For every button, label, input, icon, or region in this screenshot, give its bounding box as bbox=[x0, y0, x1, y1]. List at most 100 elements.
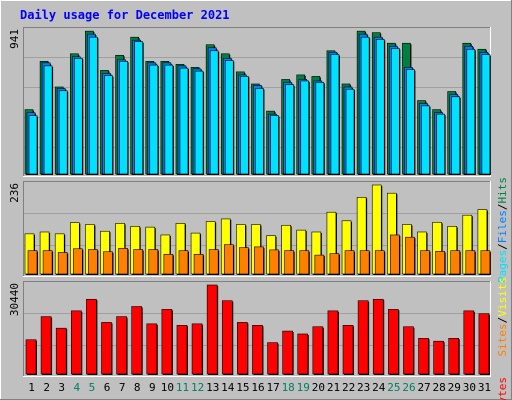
x-tick-label: 4 bbox=[74, 381, 81, 394]
sites-bar bbox=[390, 234, 401, 275]
sites-bar bbox=[133, 249, 144, 275]
kbytes-bar bbox=[176, 324, 188, 375]
kbytes-bar bbox=[282, 330, 294, 375]
x-tick-label: 3 bbox=[58, 381, 65, 394]
x-tick-label: 31 bbox=[478, 381, 491, 394]
kbytes-bar bbox=[146, 323, 158, 375]
x-tick-label: 26 bbox=[402, 381, 415, 394]
x-tick-label: 24 bbox=[372, 381, 386, 394]
x-tick-label: 22 bbox=[342, 381, 355, 394]
kbytes-bar bbox=[463, 310, 475, 375]
x-tick-label: 11 bbox=[176, 381, 189, 394]
sites-bar bbox=[27, 250, 38, 275]
sites-bar bbox=[223, 244, 235, 275]
kbytes-bar bbox=[357, 300, 370, 375]
chart-title: Daily usage for December 2021 bbox=[20, 8, 230, 22]
sites-bar bbox=[88, 249, 99, 275]
pages-bar bbox=[164, 64, 174, 175]
pages-bar bbox=[330, 54, 340, 176]
pages-bar bbox=[285, 84, 295, 175]
kbytes-bar bbox=[388, 309, 400, 375]
pages-bar bbox=[345, 88, 356, 175]
pages-bar bbox=[73, 58, 84, 176]
x-tick-label: 13 bbox=[206, 381, 219, 394]
pages-bar bbox=[149, 64, 159, 175]
kbytes-bar bbox=[237, 322, 249, 375]
y-max-label: 236 bbox=[8, 183, 21, 203]
sites-bar bbox=[208, 249, 220, 275]
x-tick-label: 1 bbox=[28, 381, 35, 394]
legend-entry: Pages bbox=[496, 250, 509, 283]
x-tick-label: 16 bbox=[251, 381, 264, 394]
kbytes-bar bbox=[206, 284, 219, 375]
x-tick-label: 12 bbox=[191, 381, 204, 394]
x-tick-label: 25 bbox=[387, 381, 400, 394]
sites-bar bbox=[405, 236, 416, 275]
x-tick-label: 9 bbox=[149, 381, 156, 394]
kbytes-bar bbox=[267, 342, 279, 375]
kbytes-bar bbox=[342, 324, 355, 375]
legend-entry: KBytes bbox=[496, 377, 509, 400]
kbytes-bar bbox=[161, 309, 173, 375]
sites-bar bbox=[103, 251, 114, 275]
kbytes-bar bbox=[101, 322, 113, 375]
kbytes-bar bbox=[191, 323, 204, 375]
x-tick-label: 8 bbox=[134, 381, 141, 394]
sites-bar bbox=[359, 250, 371, 275]
pages-bar bbox=[89, 36, 99, 175]
legend-entry: Hits bbox=[496, 177, 509, 204]
pages-bar bbox=[406, 69, 416, 175]
x-tick-label: 19 bbox=[297, 381, 310, 394]
kbytes-bar bbox=[40, 316, 53, 375]
kbytes-bar bbox=[116, 316, 128, 375]
sites-bar bbox=[480, 250, 491, 275]
pages-bar bbox=[300, 80, 310, 175]
pages-bar bbox=[436, 113, 446, 175]
kbytes-bar bbox=[418, 338, 430, 375]
pages-bar bbox=[421, 105, 431, 175]
legend-entry: Sites bbox=[496, 323, 509, 356]
pages-bar bbox=[466, 48, 476, 175]
sites-bar bbox=[239, 247, 250, 275]
pages-bar bbox=[194, 70, 205, 175]
pages-bar bbox=[360, 36, 371, 175]
sites-bar bbox=[254, 246, 265, 275]
sites-bar bbox=[284, 250, 295, 275]
x-tick-label: 23 bbox=[357, 381, 370, 394]
sites-bar bbox=[57, 252, 69, 275]
sites-bar bbox=[163, 254, 174, 275]
pages-bar bbox=[43, 65, 54, 175]
x-tick-label: 18 bbox=[282, 381, 295, 394]
pages-bar bbox=[224, 60, 235, 176]
legend-entry: / bbox=[496, 204, 509, 211]
pages-bar bbox=[209, 50, 220, 176]
pages-bar bbox=[134, 41, 144, 175]
kbytes-bar bbox=[478, 313, 490, 375]
legend-hits-files-pages: Pages/Files/Hits bbox=[496, 177, 509, 283]
kbytes-bar bbox=[252, 324, 264, 375]
kbytes-bar bbox=[327, 310, 339, 375]
legend-entry: / bbox=[496, 317, 509, 324]
pages-bar bbox=[481, 54, 491, 176]
x-tick-label: 6 bbox=[104, 381, 111, 394]
x-tick-label: 2 bbox=[43, 381, 50, 394]
kbytes-bar bbox=[55, 327, 68, 375]
pages-bar bbox=[119, 61, 129, 176]
kbytes-bar bbox=[221, 300, 234, 375]
sites-bar bbox=[435, 251, 446, 275]
pages-bar bbox=[58, 90, 69, 175]
kbytes-bar bbox=[403, 326, 415, 375]
y-max-label: 30440 bbox=[8, 283, 21, 316]
sites-bar bbox=[314, 254, 325, 275]
legend-entry: Visits bbox=[496, 277, 509, 317]
kbytes-bar bbox=[131, 306, 143, 375]
sites-bar bbox=[148, 249, 159, 275]
sites-bar bbox=[42, 250, 54, 275]
x-tick-label: 27 bbox=[417, 381, 430, 394]
x-tick-label: 10 bbox=[161, 381, 174, 394]
pages-bar bbox=[375, 39, 386, 175]
pages-bar bbox=[255, 88, 265, 175]
legend-entry: / bbox=[496, 243, 509, 250]
x-tick-label: 14 bbox=[221, 381, 235, 394]
